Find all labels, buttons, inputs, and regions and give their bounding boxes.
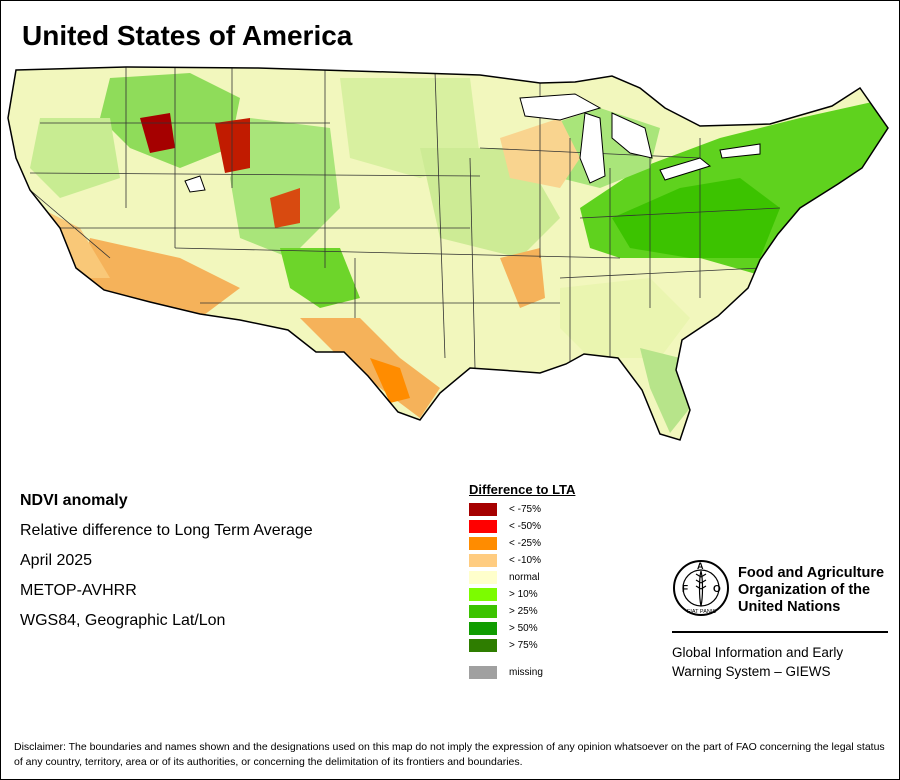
- disclaimer: Disclaimer: The boundaries and names sho…: [14, 741, 885, 768]
- legend-swatch: [469, 520, 497, 533]
- legend-item: > 10%: [469, 586, 575, 603]
- legend-label: < -25%: [509, 538, 541, 549]
- legend-label: < -75%: [509, 504, 541, 515]
- sensor-label: METOP-AVHRR: [20, 582, 137, 599]
- legend-label: > 10%: [509, 589, 538, 600]
- legend-item: < -25%: [469, 535, 575, 552]
- legend-item-missing: missing: [469, 664, 575, 681]
- legend-label: > 25%: [509, 606, 538, 617]
- giews-name: Global Information and Early Warning Sys…: [672, 643, 843, 681]
- legend-label: > 75%: [509, 640, 538, 651]
- legend-swatch-missing: [469, 666, 497, 679]
- legend-swatch: [469, 503, 497, 516]
- organization-name-line-2: Organization of the: [738, 582, 871, 598]
- fao-letter-f: F: [682, 584, 688, 595]
- legend-title: Difference to LTA: [469, 482, 576, 497]
- giews-line-1: Global Information and Early: [672, 645, 844, 660]
- map-title: United States of America: [22, 20, 353, 51]
- fao-motto: FIAT PANIS: [687, 609, 716, 615]
- organization-name-line-3: United Nations: [738, 599, 841, 615]
- legend-item: < -50%: [469, 518, 575, 535]
- legend-label: < -50%: [509, 521, 541, 532]
- legend-item: > 25%: [469, 603, 575, 620]
- legend-label: > 50%: [509, 623, 538, 634]
- legend-label: normal: [509, 572, 540, 583]
- legend-swatch: [469, 605, 497, 618]
- legend-item: > 75%: [469, 637, 575, 654]
- projection-label: WGS84, Geographic Lat/Lon: [20, 612, 226, 629]
- legend-item: < -75%: [469, 501, 575, 518]
- legend-swatch: [469, 554, 497, 567]
- legend-item: < -10%: [469, 552, 575, 569]
- legend-item: normal: [469, 569, 575, 586]
- fao-logo-icon: F A O FIAT PANIS: [673, 560, 729, 616]
- product-name: NDVI anomaly: [20, 492, 128, 509]
- legend-swatch: [469, 622, 497, 635]
- product-description: Relative difference to Long Term Average: [20, 522, 313, 539]
- legend-items: < -75% < -50% < -25% < -10% normal > 10% > 25%…: [469, 501, 575, 654]
- legend-swatch: [469, 588, 497, 601]
- legend: Difference to LTA < -75% < -50% < -25% < -1…: [469, 482, 575, 681]
- organization-name: Food and Agriculture Organization of the…: [738, 565, 884, 616]
- organization-name-line-1: Food and Agriculture: [738, 565, 885, 581]
- period-label: April 2025: [20, 552, 93, 569]
- legend-label-missing: missing: [509, 667, 543, 678]
- divider: [672, 631, 888, 633]
- legend-swatch: [469, 639, 497, 652]
- legend-swatch: [469, 571, 497, 584]
- legend-item: > 50%: [469, 620, 575, 637]
- giews-line-2: Warning System – GIEWS: [672, 664, 831, 679]
- fao-letter-a: A: [697, 561, 704, 571]
- map-info-panel: NDVI anomaly Relative difference to Long…: [20, 486, 313, 636]
- fao-letter-o: O: [713, 584, 721, 595]
- legend-swatch: [469, 537, 497, 550]
- ndvi-anomaly-map: [7, 66, 889, 441]
- legend-label: < -10%: [509, 555, 541, 566]
